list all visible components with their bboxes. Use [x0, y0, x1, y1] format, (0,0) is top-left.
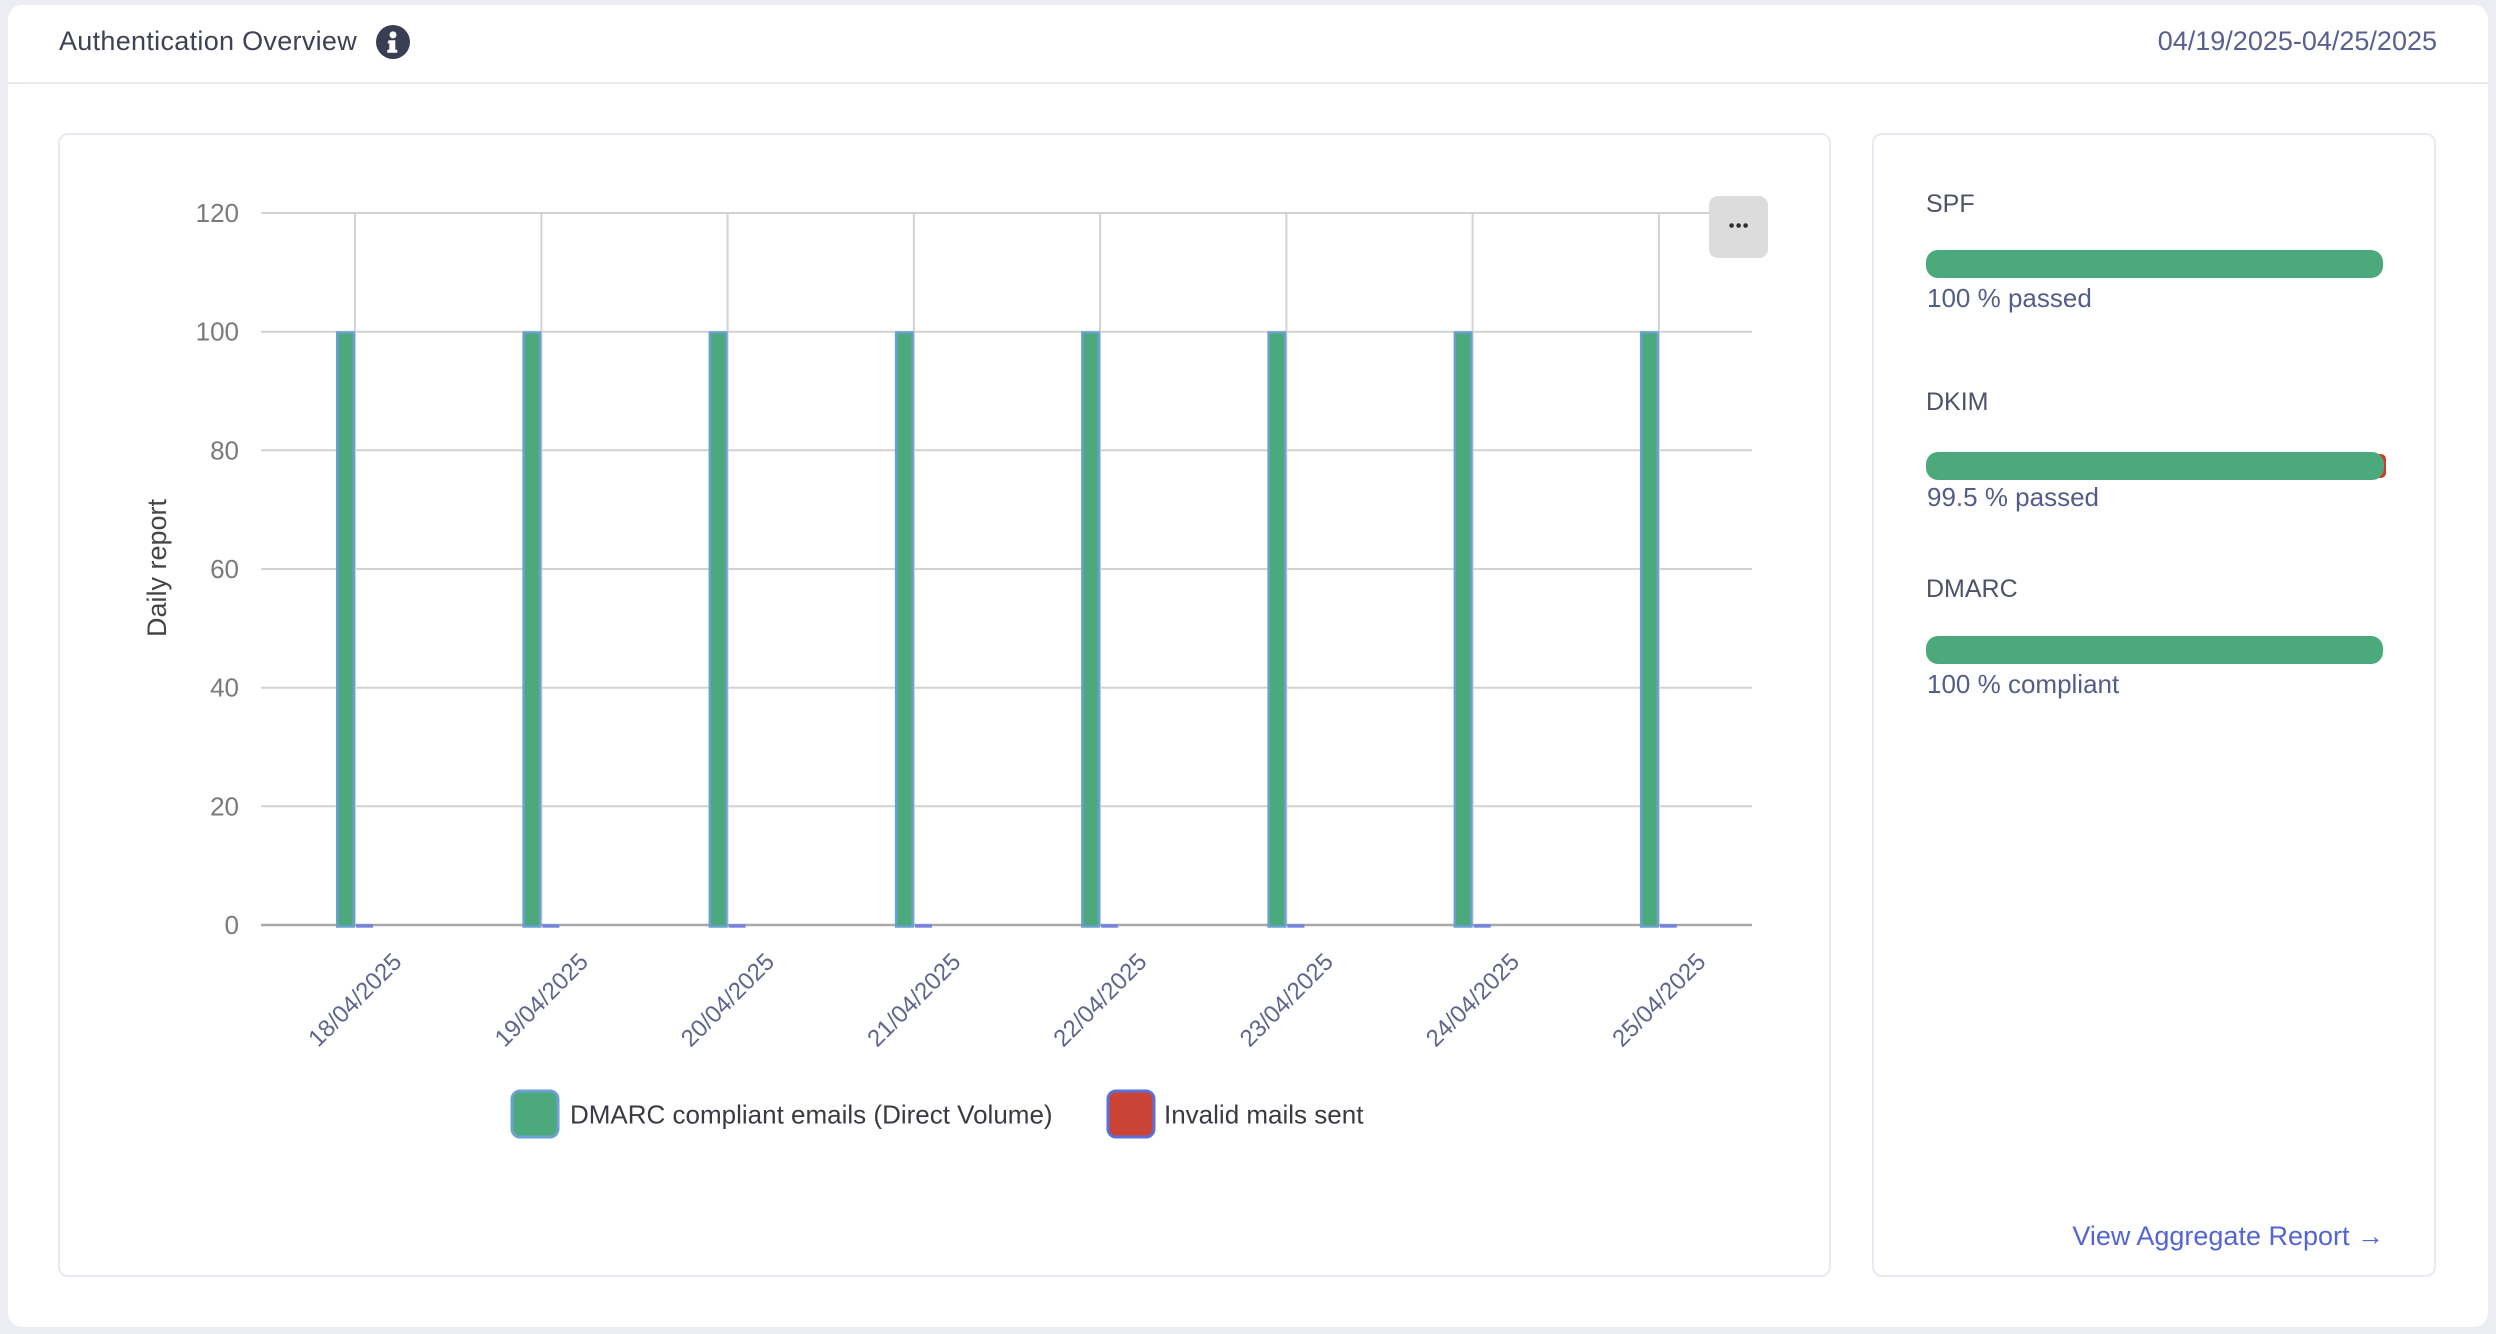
svg-text:25/04/2025: 25/04/2025	[1607, 948, 1711, 1052]
svg-text:100: 100	[196, 317, 239, 347]
svg-text:21/04/2025: 21/04/2025	[862, 948, 966, 1052]
svg-text:20: 20	[210, 791, 239, 821]
svg-text:22/04/2025: 22/04/2025	[1048, 948, 1152, 1052]
svg-text:Invalid mails sent: Invalid mails sent	[1164, 1100, 1364, 1130]
svg-text:40: 40	[210, 673, 239, 703]
svg-text:DMARC compliant emails (Direct: DMARC compliant emails (Direct Volume)	[570, 1100, 1053, 1130]
svg-text:20/04/2025: 20/04/2025	[676, 948, 780, 1052]
svg-text:80: 80	[210, 435, 239, 465]
svg-text:19/04/2025: 19/04/2025	[490, 948, 594, 1052]
svg-text:Daily report: Daily report	[142, 498, 172, 637]
svg-text:23/04/2025: 23/04/2025	[1235, 948, 1339, 1052]
svg-text:60: 60	[210, 554, 239, 584]
svg-text:120: 120	[196, 198, 239, 228]
svg-text:18/04/2025: 18/04/2025	[303, 948, 407, 1052]
svg-text:24/04/2025: 24/04/2025	[1421, 948, 1525, 1052]
svg-text:0: 0	[225, 910, 239, 940]
